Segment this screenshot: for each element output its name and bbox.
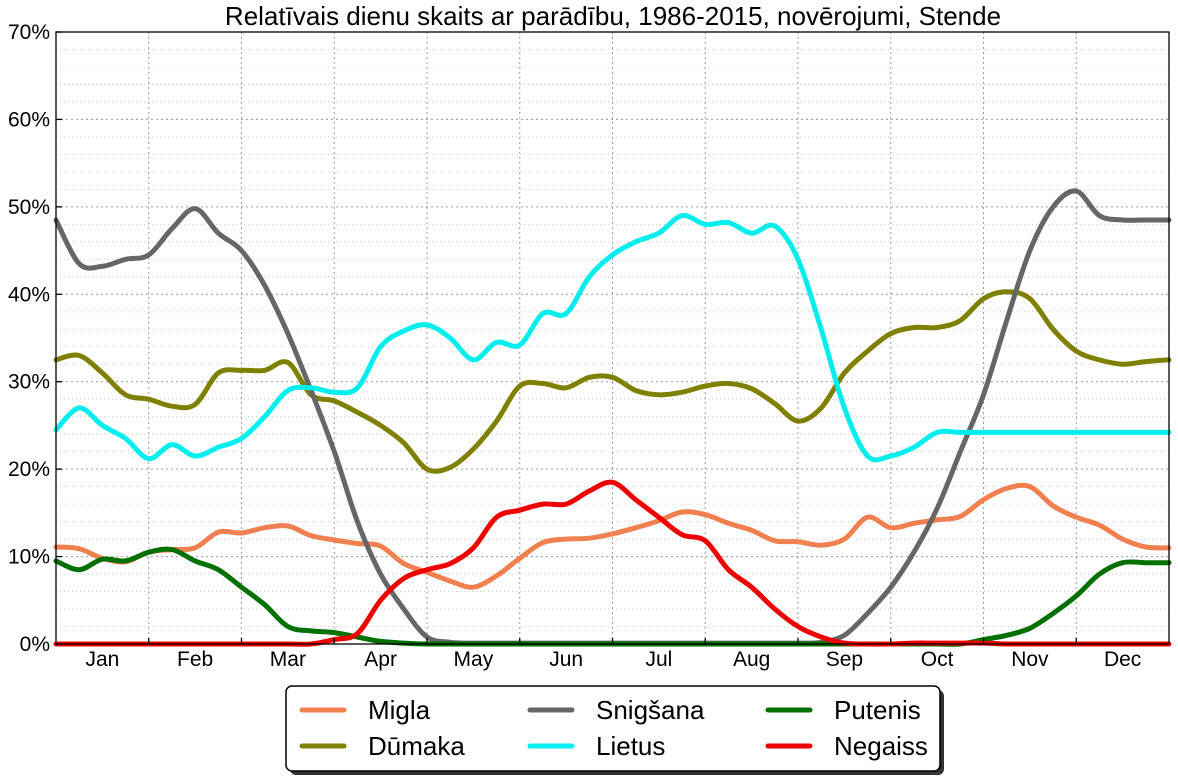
- y-tick-label: 0%: [20, 633, 50, 656]
- legend-label-putenis: Putenis: [834, 695, 921, 725]
- y-tick-label: 40%: [8, 283, 50, 306]
- grid: [56, 32, 1169, 644]
- x-tick-label: Apr: [364, 648, 397, 671]
- x-tick-label: Sep: [826, 648, 863, 671]
- legend-label-migla: Migla: [368, 695, 431, 725]
- x-tick-label: Dec: [1104, 648, 1141, 671]
- legend-label-lietus: Lietus: [596, 731, 665, 761]
- y-tick-label: 30%: [8, 371, 50, 394]
- tick-labels: 0% 10% 20% 30% 40% 50% 60% 70% Jan Feb Mar Apr May Ju…: [8, 21, 1141, 671]
- legend-label-negaiss: Negaiss: [834, 731, 928, 761]
- y-tick-label: 50%: [8, 196, 50, 219]
- x-tick-label: Feb: [177, 648, 213, 671]
- legend-label-sniegsana: Snigšana: [596, 695, 705, 725]
- chart-title: Relatīvais dienu skaits ar parādību, 198…: [225, 1, 1001, 31]
- y-tick-label: 70%: [8, 21, 50, 44]
- x-tick-label: Nov: [1011, 648, 1049, 671]
- x-tick-label: Aug: [733, 648, 770, 671]
- x-tick-label: Jul: [645, 648, 672, 671]
- legend: Migla Dūmaka Snigšana Lietus Putenis Neg…: [285, 685, 944, 775]
- y-tick-label: 60%: [8, 108, 50, 131]
- series-line-dumaka: [53, 289, 1172, 474]
- x-tick-label: Mar: [270, 648, 306, 671]
- x-tick-label: Jan: [85, 648, 119, 671]
- series-line-migla: [53, 482, 1172, 590]
- x-tick-label: May: [454, 648, 494, 671]
- legend-box: [285, 685, 941, 772]
- x-tick-label: Jun: [549, 648, 583, 671]
- y-tick-label: 10%: [8, 546, 50, 569]
- x-tick-label: Oct: [921, 648, 954, 671]
- legend-label-dumaka: Dūmaka: [368, 731, 465, 761]
- series-line-lietus: [53, 212, 1172, 463]
- y-tick-label: 20%: [8, 458, 50, 481]
